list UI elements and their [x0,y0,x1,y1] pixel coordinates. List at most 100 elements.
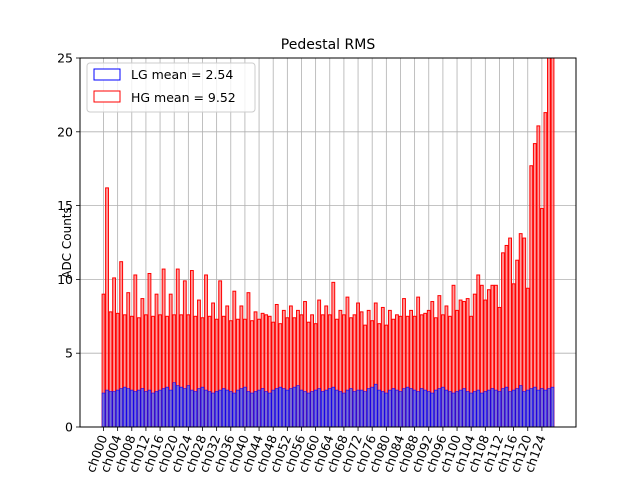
lg-bar [320,391,325,428]
lg-bar [204,389,208,428]
lg-bar [352,391,357,428]
lg-bar [313,389,318,428]
lg-bar [232,392,237,428]
lg-bar [257,389,261,428]
hg-bar [550,57,555,428]
lg-bar [448,391,452,428]
lg-bar [183,388,187,428]
lg-bar [147,389,152,428]
lg-bar [285,389,290,428]
lg-bar [243,386,247,428]
lg-bar [165,386,169,428]
legend-frame [86,62,256,113]
lg-bar [430,392,435,428]
lg-bar [172,382,176,428]
lg-bar [540,388,544,428]
lg-bar [374,383,378,428]
y-tick-label: 25 [57,51,73,66]
lg-bar [161,388,166,428]
lg-bar [324,389,328,428]
legend-swatch-hg [93,90,121,103]
lg-bar [366,388,371,428]
lg-bar [296,385,300,428]
lg-bar [370,386,374,428]
lg-bar [416,391,420,428]
lg-bar [342,392,346,428]
lg-bar [299,389,304,428]
lg-bar [253,391,258,428]
hg-bar [543,112,548,428]
lg-bar [345,389,350,428]
lg-bar [451,392,456,428]
lg-bar [363,391,367,428]
lg-bar [388,389,392,428]
plot-frame [79,57,577,428]
lg-bar [264,391,268,428]
lg-bar [412,389,417,428]
lg-bar [176,385,180,428]
lg-bar [423,389,427,428]
hg-bar [536,125,541,428]
lg-bar [108,391,113,428]
lg-bar [550,386,555,428]
lg-bar [271,389,275,428]
lg-bar [200,386,205,428]
y-tick-label: 10 [57,272,73,287]
lg-bar [122,386,127,428]
lg-bar [533,386,537,428]
lg-bar [437,388,442,428]
lg-bar [126,388,130,428]
lg-bar [168,389,173,428]
lg-bar [158,389,162,428]
lg-bar [427,391,431,428]
lg-bar [487,389,491,428]
lg-bar [511,389,516,428]
lg-bar [526,389,530,428]
lg-bar [356,389,360,428]
lg-bar [112,391,116,428]
lg-bar [190,389,194,428]
lg-bar [282,388,286,428]
y-tick-label: 5 [65,346,73,361]
lg-bar [497,391,502,428]
chart-title: Pedestal RMS [281,37,376,53]
lg-bar [207,391,212,428]
lg-bar [186,385,191,428]
lg-bar [490,388,495,428]
lg-bar [317,388,321,428]
lg-bar [250,392,254,428]
lg-bar [154,391,159,428]
lg-bar [469,392,473,428]
lg-bars [101,382,555,428]
lg-bar [547,388,551,428]
hg-bars [101,57,555,428]
lg-bar [419,388,424,428]
lg-bar [133,391,138,428]
lg-bar [303,391,307,428]
lg-bar [409,388,413,428]
lg-bar [229,391,233,428]
lg-bar [221,388,226,428]
y-tick-label: 20 [57,124,73,139]
lg-bar [536,389,541,428]
lg-bar [292,386,297,428]
lg-bar [405,386,410,428]
lg-bar [278,386,282,428]
lg-bar [395,389,399,428]
legend-swatch-lg [93,68,121,81]
lg-bar [335,389,339,428]
lg-bar [214,391,219,428]
lg-bar [391,388,396,428]
lg-bar [151,392,155,428]
y-tick-label: 0 [65,420,73,435]
lg-bar [144,391,148,428]
lg-bar [140,388,145,428]
lg-bar [522,391,526,428]
legend-label-hg: HG mean = 9.52 [131,90,236,105]
lg-bar [260,388,265,428]
lg-bar [328,388,332,428]
lg-bar [197,388,201,428]
hg-bar [532,143,537,428]
lg-bar [239,388,244,428]
